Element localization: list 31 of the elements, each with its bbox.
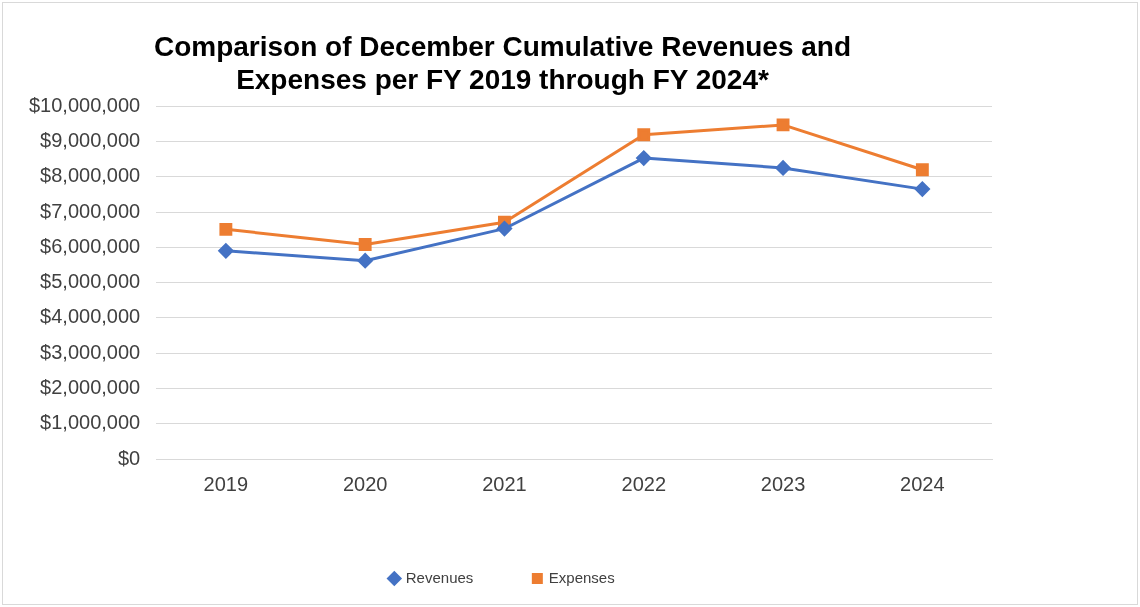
- y-tick-label: $2,000,000: [40, 375, 141, 398]
- legend-label: Revenues: [405, 568, 474, 586]
- point: [219, 222, 233, 236]
- x-tick-label: 2019: [203, 472, 249, 495]
- point: [914, 181, 930, 197]
- point: [357, 253, 373, 269]
- legend-label: Expenses: [548, 568, 615, 586]
- y-tick-label: $8,000,000: [40, 164, 141, 187]
- y-tick-label: $5,000,000: [40, 270, 141, 293]
- x-tick-label: 2024: [900, 472, 945, 495]
- point: [775, 160, 791, 176]
- point: [218, 243, 234, 259]
- point: [915, 163, 929, 177]
- point: [358, 238, 372, 251]
- x-tick-label: 2022: [621, 472, 667, 495]
- y-tick-label: $3,000,000: [40, 340, 141, 363]
- y-tick-label: $7,000,000: [40, 199, 141, 222]
- y-tick-label: $0: [117, 446, 141, 469]
- x-tick-label: 2021: [482, 472, 527, 495]
- y-tick-label: $6,000,000: [40, 234, 141, 257]
- point: [637, 128, 651, 142]
- x-tick-label: 2023: [760, 472, 806, 495]
- point: [776, 118, 790, 132]
- y-tick-label: $9,000,000: [40, 129, 141, 151]
- y-tick-label: $4,000,000: [40, 305, 141, 328]
- x-tick-label: 2020: [342, 472, 388, 495]
- y-tick-label: $1,000,000: [40, 411, 141, 434]
- point: [496, 221, 512, 237]
- point: [636, 150, 652, 166]
- y-tick-label: $10,000,000: [28, 93, 141, 116]
- chart-title: Comparison of December Cumulative Revenues and Expenses per FY 2019 through FY 2024*: [153, 30, 852, 96]
